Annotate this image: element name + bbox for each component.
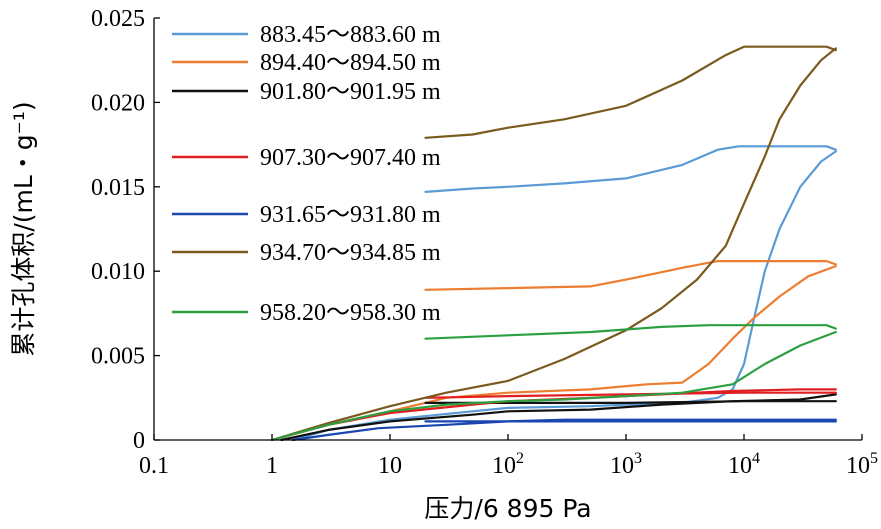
series-2-intrusion-line bbox=[270, 265, 837, 442]
x-tick-label-6: 104 bbox=[728, 450, 760, 479]
x-axis-title: 压力/6 895 Pa bbox=[424, 494, 591, 523]
series-6-extrusion-line bbox=[424, 45, 837, 139]
series-1-intrusion-line bbox=[291, 150, 837, 442]
y-tick-label-5: 0.020 bbox=[91, 90, 145, 116]
legend-label-4: 907.30～907.40 m bbox=[260, 145, 441, 171]
y-tick-label-3: 0.010 bbox=[91, 259, 145, 285]
ticks-layer: 0.1 1 10 102 103 104 105 0 0.005 0.010 0.015 0.020 0… bbox=[91, 6, 878, 479]
y-tick-label-6: 0.025 bbox=[91, 6, 145, 32]
series-7-intrusion-line bbox=[270, 330, 837, 442]
legend-label-7: 958.20～958.30 m bbox=[260, 300, 441, 326]
x-tick-label-3: 10 bbox=[378, 453, 402, 479]
legend-label-3: 901.80～901.95 m bbox=[260, 79, 441, 105]
x-tick-label-1: 0.1 bbox=[139, 453, 169, 479]
series-2-extrusion-line bbox=[424, 260, 837, 291]
y-tick-label-4: 0.015 bbox=[91, 175, 145, 201]
series-6-intrusion-line bbox=[270, 47, 837, 442]
y-tick-label-2: 0.005 bbox=[91, 344, 145, 370]
series-layer bbox=[270, 45, 837, 442]
series-4-extrusion-line bbox=[424, 391, 837, 399]
legend-label-1: 883.45～883.60 m bbox=[260, 22, 441, 48]
x-tick-label-7: 105 bbox=[846, 450, 878, 479]
legend-label-5: 931.65～931.80 m bbox=[260, 202, 441, 228]
x-tick-label-4: 102 bbox=[492, 450, 524, 479]
y-tick-label-1: 0 bbox=[133, 428, 145, 454]
legend-label-6: 934.70～934.85 m bbox=[260, 240, 441, 266]
series-7-extrusion-line bbox=[424, 324, 837, 340]
y-axis-title: 累计孔体积/(mL・g⁻¹) bbox=[9, 101, 38, 356]
x-tick-label-5: 103 bbox=[610, 450, 642, 479]
x-tick-label-2: 1 bbox=[266, 453, 278, 479]
series-1-extrusion-line bbox=[424, 145, 837, 193]
legend-label-2: 894.40～894.50 m bbox=[260, 50, 441, 76]
